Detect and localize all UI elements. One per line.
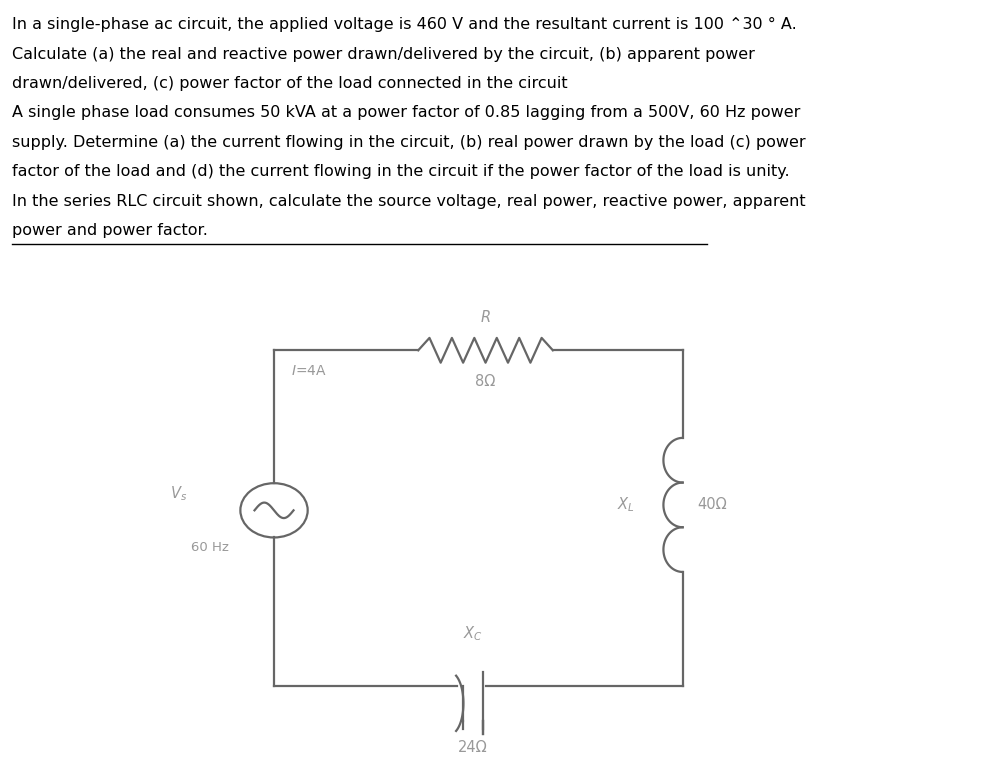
Text: A single phase load consumes 50 kVA at a power factor of 0.85 lagging from a 500: A single phase load consumes 50 kVA at a… [12,105,800,120]
Text: drawn/delivered, (c) power factor of the load connected in the circuit: drawn/delivered, (c) power factor of the… [12,76,568,91]
Text: In a single-phase ac circuit, the applied voltage is 460 V and the resultant cur: In a single-phase ac circuit, the applie… [12,17,796,32]
Text: 24Ω: 24Ω [458,740,488,755]
Text: $X_C$: $X_C$ [463,625,483,643]
Text: $R$: $R$ [480,308,491,325]
Text: Calculate (a) the real and reactive power drawn/delivered by the circuit, (b) ap: Calculate (a) the real and reactive powe… [12,46,754,61]
Text: 40Ω: 40Ω [697,498,727,512]
Text: $X_L$: $X_L$ [617,495,634,515]
Text: power and power factor.: power and power factor. [12,223,208,238]
Text: supply. Determine (a) the current flowing in the circuit, (b) real power drawn b: supply. Determine (a) the current flowin… [12,135,805,150]
Text: $I$=4A: $I$=4A [291,364,327,378]
Text: $V_s$: $V_s$ [170,484,188,503]
Text: 8Ω: 8Ω [475,374,496,388]
Text: 60 Hz: 60 Hz [191,541,229,554]
Text: factor of the load and (d) the current flowing in the circuit if the power facto: factor of the load and (d) the current f… [12,164,789,179]
Text: In the series RLC circuit shown, calculate the source voltage, real power, react: In the series RLC circuit shown, calcula… [12,194,805,208]
